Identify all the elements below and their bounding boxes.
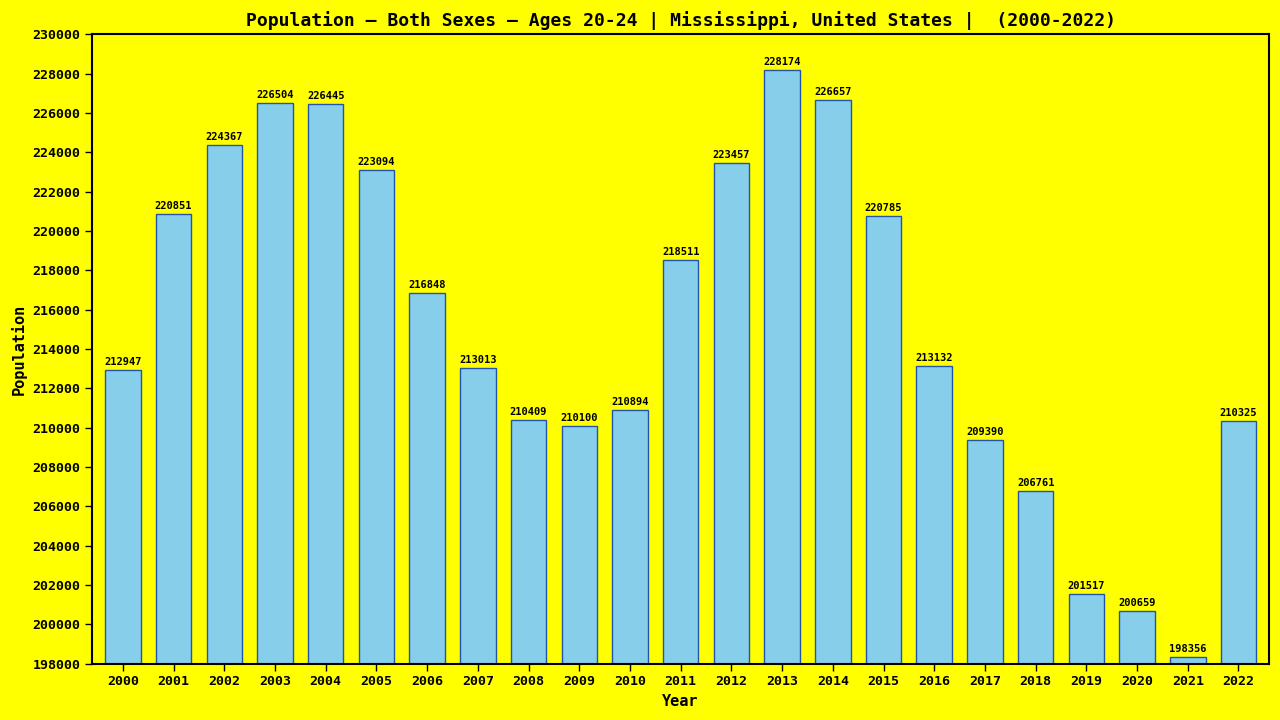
Text: 224367: 224367 (206, 132, 243, 143)
Text: 210409: 210409 (509, 407, 548, 417)
Bar (764, 71, 800, 664)
Bar (1119, 611, 1155, 664)
Text: 223094: 223094 (357, 157, 396, 167)
Text: 206761: 206761 (1016, 478, 1055, 488)
Bar (410, 293, 445, 664)
Bar (206, 145, 242, 664)
Bar (1069, 595, 1105, 664)
Text: 220851: 220851 (155, 202, 192, 212)
Bar (1018, 491, 1053, 664)
Text: 216848: 216848 (408, 280, 445, 290)
X-axis label: Year: Year (663, 694, 699, 709)
Bar (663, 261, 699, 664)
Text: 223457: 223457 (713, 150, 750, 160)
Bar (916, 366, 952, 664)
Text: 226445: 226445 (307, 91, 344, 102)
Text: 226504: 226504 (256, 90, 294, 100)
Text: 220785: 220785 (865, 202, 902, 212)
Y-axis label: Population: Population (12, 303, 27, 395)
Bar (358, 170, 394, 664)
Text: 210894: 210894 (612, 397, 649, 407)
Bar (1170, 657, 1206, 664)
Title: Population – Both Sexes – Ages 20-24 | Mississippi, United States |  (2000-2022): Population – Both Sexes – Ages 20-24 | M… (246, 11, 1116, 30)
Bar (562, 426, 596, 664)
Bar (460, 369, 495, 664)
Text: 218511: 218511 (662, 248, 699, 257)
Bar (968, 440, 1002, 664)
Bar (105, 369, 141, 664)
Bar (511, 420, 547, 664)
Bar (308, 104, 343, 664)
Bar (257, 103, 293, 664)
Text: 226657: 226657 (814, 87, 851, 97)
Bar (1221, 421, 1256, 664)
Text: 198356: 198356 (1169, 644, 1207, 654)
Text: 212947: 212947 (104, 356, 142, 366)
Text: 228174: 228174 (763, 58, 801, 68)
Text: 201517: 201517 (1068, 582, 1105, 591)
Text: 210100: 210100 (561, 413, 598, 423)
Text: 213132: 213132 (915, 353, 954, 363)
Text: 209390: 209390 (966, 427, 1004, 436)
Bar (815, 100, 850, 664)
Bar (156, 215, 191, 664)
Text: 200659: 200659 (1119, 598, 1156, 608)
Text: 213013: 213013 (460, 356, 497, 366)
Bar (865, 215, 901, 664)
Bar (612, 410, 648, 664)
Bar (714, 163, 749, 664)
Text: 210325: 210325 (1220, 408, 1257, 418)
